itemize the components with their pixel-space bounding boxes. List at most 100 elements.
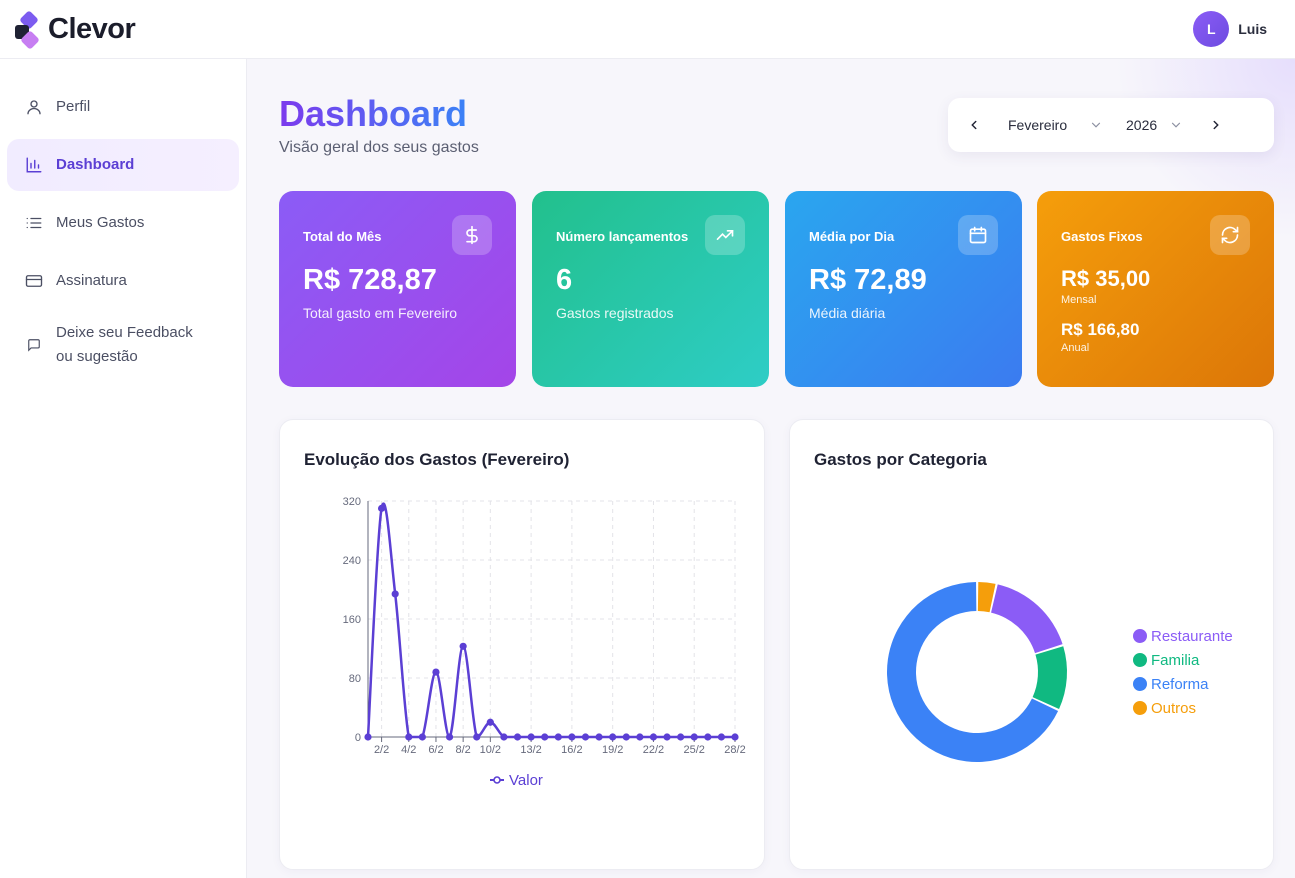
data-point (445, 733, 454, 741)
sidebar-item-label: Meus Gastos (56, 214, 145, 231)
pie-chart-title: Gastos por Categoria (814, 450, 987, 469)
trending-up-icon (705, 215, 745, 255)
data-point (595, 733, 603, 741)
data-point (731, 733, 739, 741)
x-tick-label: 6/2 (428, 744, 443, 756)
line-chart: 0 80 160 240 320 2/2 4/2 6/2 8/2 10/2 13/2 16/2 19/2… (343, 496, 746, 789)
legend-label-reforma: Reforma (1151, 676, 1209, 693)
main-content: Dashboard Visão geral dos seus gastos Fe… (247, 59, 1295, 878)
card-label: Número lançamentos (556, 229, 689, 244)
pie-slice-familia (1032, 646, 1067, 709)
feedback-line-2: ou sugestão (56, 348, 138, 365)
sidebar-item-dashboard[interactable]: Dashboard (7, 139, 239, 191)
dollar-icon (452, 215, 492, 255)
data-point (581, 733, 590, 741)
data-point (364, 733, 372, 741)
x-tick-label: 2/2 (374, 744, 389, 756)
top-bar: Clevor L Luis (0, 0, 1295, 59)
year-select[interactable]: 2026 (1126, 117, 1158, 133)
card-value: 6 (556, 264, 573, 296)
x-tick-label: 28/2 (724, 744, 745, 756)
list-icon (24, 213, 44, 233)
data-point (473, 733, 481, 741)
pie-slice-outros (977, 582, 996, 613)
calendar-icon (958, 215, 998, 255)
sidebar-item-label: Assinatura (56, 272, 127, 289)
data-point (717, 733, 726, 741)
pie-chart: Restaurante Familia Reforma Outros (887, 582, 1233, 762)
avatar[interactable]: L (1193, 11, 1230, 47)
legend-swatch-outros (1133, 701, 1147, 715)
x-tick-label: 8/2 (455, 744, 470, 756)
data-point (527, 733, 535, 741)
sidebar-item-label: Deixe seu Feedback ou sugestão (56, 321, 193, 369)
x-tick-label: 4/2 (401, 744, 416, 756)
page-subtitle: Visão geral dos seus gastos (279, 139, 479, 156)
card-total-mes: Total do Mês R$ 728,87 Total gasto em Fe… (279, 191, 516, 387)
data-point (432, 668, 440, 676)
chevron-down-icon[interactable] (1086, 118, 1106, 132)
series-line-valor (366, 502, 735, 739)
app-logo[interactable]: Clevor (14, 9, 136, 50)
x-tick-label: 10/2 (480, 744, 501, 756)
data-point (649, 733, 658, 741)
refresh-icon (1210, 215, 1250, 255)
period-picker: Fevereiro 2026 (948, 98, 1274, 152)
data-point (677, 733, 685, 741)
card-sub: Total gasto em Fevereiro (303, 305, 458, 321)
chevron-left-icon (971, 120, 977, 130)
sidebar-item-meus-gastos[interactable]: Meus Gastos (7, 197, 239, 249)
line-chart-title: Evolução dos Gastos (Fevereiro) (304, 450, 570, 469)
pie-slice-reforma (887, 582, 1059, 762)
data-point (663, 733, 671, 741)
card-value-caption: Mensal (1061, 294, 1097, 306)
data-point (554, 733, 562, 741)
legend-swatch-restaurante (1133, 629, 1147, 643)
chevron-down-icon[interactable] (1166, 118, 1186, 132)
card-value2: R$ 166,80 (1061, 320, 1140, 339)
data-point (568, 733, 576, 741)
chevron-right-icon (1213, 120, 1219, 130)
prev-month-button[interactable] (962, 118, 986, 132)
data-point (459, 642, 467, 650)
legend-label-restaurante: Restaurante (1151, 628, 1233, 645)
data-point (486, 718, 494, 726)
user-menu[interactable]: L Luis (1193, 11, 1267, 47)
user-name: Luis (1238, 21, 1267, 37)
legend-swatch-dot (493, 776, 501, 784)
data-point (377, 504, 386, 512)
data-point (704, 733, 712, 741)
card-media-dia: Média por Dia R$ 72,89 Média diária (785, 191, 1022, 387)
y-tick-label: 80 (349, 673, 361, 685)
message-icon (24, 335, 44, 355)
bar-chart-icon (24, 155, 44, 175)
feedback-line-1: Deixe seu Feedback (56, 324, 193, 341)
month-select[interactable]: Fevereiro (1008, 117, 1068, 133)
pie-chart-panel: Gastos por Categoria Restaurante Familia R… (789, 419, 1274, 870)
card-value: R$ 72,89 (809, 264, 927, 296)
data-point (636, 733, 644, 741)
data-point (500, 733, 508, 741)
data-point (622, 733, 630, 741)
logo-icon (14, 9, 42, 50)
data-point (690, 733, 698, 741)
sidebar-item-assinatura[interactable]: Assinatura (7, 255, 239, 307)
x-tick-label: 19/2 (602, 744, 623, 756)
sidebar-item-feedback[interactable]: Deixe seu Feedback ou sugestão (7, 313, 239, 377)
card-label: Gastos Fixos (1061, 229, 1143, 244)
pie-slice-restaurante (991, 584, 1063, 654)
data-point (513, 733, 522, 741)
card-value2-caption: Anual (1061, 342, 1090, 354)
data-point (391, 590, 399, 598)
legend-swatch-reforma (1133, 677, 1147, 691)
next-month-button[interactable] (1204, 118, 1228, 132)
card-value: R$ 728,87 (303, 264, 437, 296)
x-tick-label: 13/2 (520, 744, 541, 756)
sidebar-item-perfil[interactable]: Perfil (7, 81, 239, 133)
credit-card-icon (24, 271, 44, 291)
card-label: Total do Mês (303, 229, 382, 244)
sidebar: Perfil Dashboard Meus Gastos Assinatura … (0, 59, 247, 878)
sidebar-item-label: Dashboard (56, 156, 135, 173)
data-point (609, 733, 617, 741)
logo-text: Clevor (48, 12, 136, 45)
